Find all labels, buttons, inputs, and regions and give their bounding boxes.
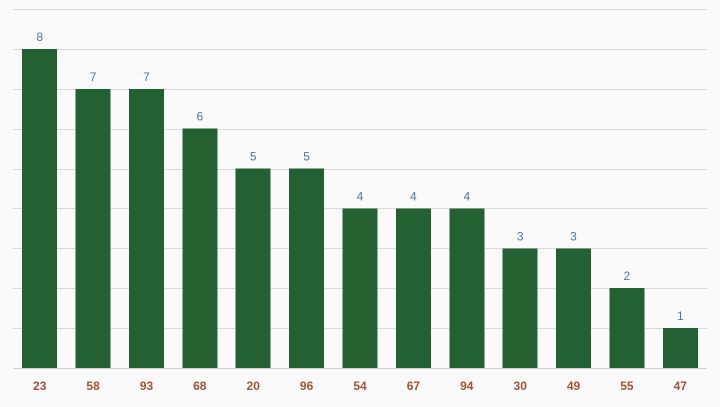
category-label-20: 20 [247,379,261,393]
value-label-20: 5 [250,150,257,164]
category-label-68: 68 [193,379,207,393]
bar-94 [449,208,485,368]
bar-96 [289,168,325,368]
value-label-93: 7 [143,70,150,84]
category-label-58: 58 [86,379,100,393]
bar-20 [235,168,271,368]
grid-lines [13,9,707,369]
value-label-67: 4 [410,189,417,203]
value-label-58: 7 [90,70,97,84]
category-label-55: 55 [620,379,634,393]
category-label-30: 30 [514,379,528,393]
category-label-96: 96 [300,379,314,393]
value-label-54: 4 [357,189,364,203]
value-label-55: 2 [624,269,631,283]
bar-23 [22,48,58,369]
value-label-96: 5 [303,150,310,164]
category-axis: 23 58 93 68 20 96 54 67 94 30 49 55 47 [33,379,687,393]
value-label-94: 4 [463,189,470,203]
bar-47 [662,328,698,368]
category-label-49: 49 [567,379,581,393]
value-label-68: 6 [196,110,203,124]
bar-55 [609,288,645,368]
category-label-54: 54 [353,379,367,393]
bar-49 [556,248,591,368]
category-label-67: 67 [407,379,421,393]
bar-68 [182,128,218,368]
category-label-47: 47 [674,379,688,393]
value-label-49: 3 [570,229,577,243]
category-label-93: 93 [140,379,154,393]
bar-30 [502,248,538,368]
bar-93 [129,88,164,369]
bar-58 [75,88,111,369]
value-label-30: 3 [517,229,524,243]
category-label-23: 23 [33,379,47,393]
bar-67 [395,208,431,368]
bars [22,48,698,369]
value-label-23: 8 [36,30,43,44]
category-label-94: 94 [460,379,474,393]
value-label-47: 1 [677,309,684,323]
value-labels: 8 7 7 6 5 5 4 4 4 3 3 2 1 [36,30,684,323]
bar-54 [342,208,378,368]
